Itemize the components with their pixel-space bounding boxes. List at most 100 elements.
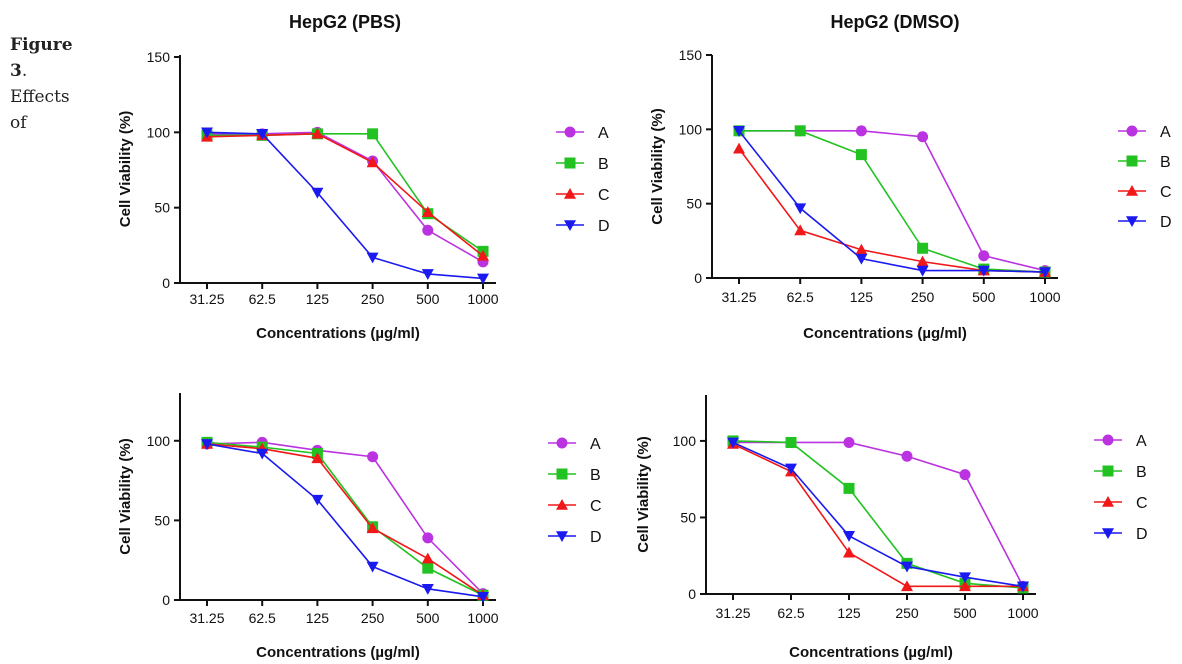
series-D: [201, 439, 489, 603]
series-line-A: [207, 131, 484, 263]
data-point-B: [855, 149, 867, 161]
x-tick-label: 250: [361, 610, 385, 626]
series-line-D: [732, 441, 1024, 588]
legend-marker: [1102, 496, 1114, 507]
series-line-C: [732, 443, 1023, 588]
x-axis-title: Concentrations (µg/ml): [803, 325, 967, 342]
data-point-C: [733, 142, 745, 154]
series-line-C: [738, 148, 1046, 273]
legend-marker: [556, 468, 568, 480]
legend-label: D: [1136, 526, 1148, 543]
legend-label: A: [1136, 433, 1147, 450]
data-point-B: [367, 128, 379, 140]
x-tick-label: 1000: [1029, 289, 1060, 305]
legend-marker: [564, 220, 576, 231]
x-tick-label: 250: [911, 289, 935, 305]
legend-label: B: [1160, 154, 1171, 171]
data-point-D: [794, 203, 807, 215]
series-line-B: [739, 130, 1046, 273]
legend-entry-D: D: [556, 218, 610, 235]
legend-marker: [556, 531, 568, 542]
y-axis-title: Cell Viability (%): [635, 436, 652, 552]
series-B: [201, 436, 489, 601]
series-line-D: [206, 443, 484, 598]
series-D: [727, 437, 1029, 593]
x-tick-label: 125: [850, 289, 874, 305]
data-point-A: [843, 436, 855, 448]
x-axis-title: Concentrations (µg/ml): [256, 325, 420, 342]
legend-label: C: [590, 498, 602, 515]
data-point-C: [901, 580, 913, 592]
y-tick-label: 50: [680, 509, 696, 525]
series-C: [733, 142, 1051, 277]
data-point-D: [733, 126, 745, 137]
caption-line-1: Effects: [10, 87, 70, 107]
y-tick-label: 100: [679, 121, 703, 137]
series-line-C: [206, 133, 484, 257]
figure-word: Figure: [10, 35, 73, 55]
data-point-D: [477, 592, 489, 603]
data-point-D: [366, 252, 379, 264]
y-tick-label: 100: [147, 433, 171, 449]
x-tick-label: 1000: [467, 610, 498, 626]
y-tick-label: 50: [154, 200, 170, 216]
x-tick-label: 31.25: [715, 605, 750, 621]
data-point-A: [917, 131, 929, 143]
legend-marker: [556, 499, 568, 510]
data-point-D: [421, 584, 434, 595]
legend-marker: [1126, 125, 1138, 137]
x-tick-label: 500: [416, 291, 440, 307]
series-C: [201, 437, 489, 601]
legend-entry-A: A: [556, 125, 609, 142]
legend-marker: [1102, 434, 1114, 446]
x-tick-label: 500: [953, 605, 977, 621]
y-tick-label: 150: [147, 49, 171, 65]
y-tick-label: 0: [694, 270, 702, 286]
legend-marker: [1102, 465, 1114, 477]
data-point-B: [843, 482, 855, 494]
y-tick-label: 0: [162, 592, 170, 608]
y-tick-label: 150: [679, 47, 703, 63]
legend-label: A: [590, 436, 601, 453]
legend-label: D: [598, 218, 610, 235]
legend-label: B: [598, 156, 609, 173]
series-C: [727, 437, 1029, 592]
data-point-C: [366, 522, 379, 534]
y-tick-label: 0: [688, 586, 696, 602]
x-tick-label: 125: [306, 610, 330, 626]
legend-entry-A: A: [1094, 433, 1147, 450]
legend-entry-C: C: [556, 187, 610, 204]
legend-label: A: [598, 125, 609, 142]
legend-entry-D: D: [548, 529, 602, 546]
legend-entry-A: A: [1118, 124, 1171, 141]
x-axis-title: Concentrations (µg/ml): [256, 644, 420, 661]
legend-entry-D: D: [1094, 526, 1148, 543]
legend-marker: [1126, 155, 1138, 167]
data-point-D: [1039, 267, 1051, 279]
data-point-C: [855, 243, 868, 255]
data-point-D: [421, 269, 434, 280]
data-point-D: [311, 187, 324, 199]
x-tick-label: 31.25: [189, 291, 224, 307]
x-tick-label: 62.5: [777, 605, 804, 621]
data-point-D: [201, 439, 213, 450]
data-point-C: [311, 127, 324, 139]
x-tick-label: 62.5: [787, 289, 814, 305]
series-line-B: [206, 441, 484, 596]
data-point-A: [978, 250, 990, 262]
data-point-D: [256, 448, 269, 460]
y-tick-label: 50: [154, 512, 170, 528]
legend-marker: [1126, 185, 1138, 196]
data-point-C: [916, 255, 929, 267]
legend-entry-B: B: [1118, 154, 1171, 171]
data-point-C: [843, 546, 855, 558]
data-point-A: [367, 451, 379, 463]
data-point-A: [901, 450, 913, 462]
data-point-D: [311, 494, 324, 506]
x-tick-label: 31.25: [721, 289, 756, 305]
data-point-B: [422, 562, 434, 574]
data-point-A: [959, 469, 971, 481]
figure-number: 3: [10, 61, 22, 81]
legend-label: C: [598, 187, 610, 204]
y-axis-title: Cell Viability (%): [649, 108, 666, 224]
